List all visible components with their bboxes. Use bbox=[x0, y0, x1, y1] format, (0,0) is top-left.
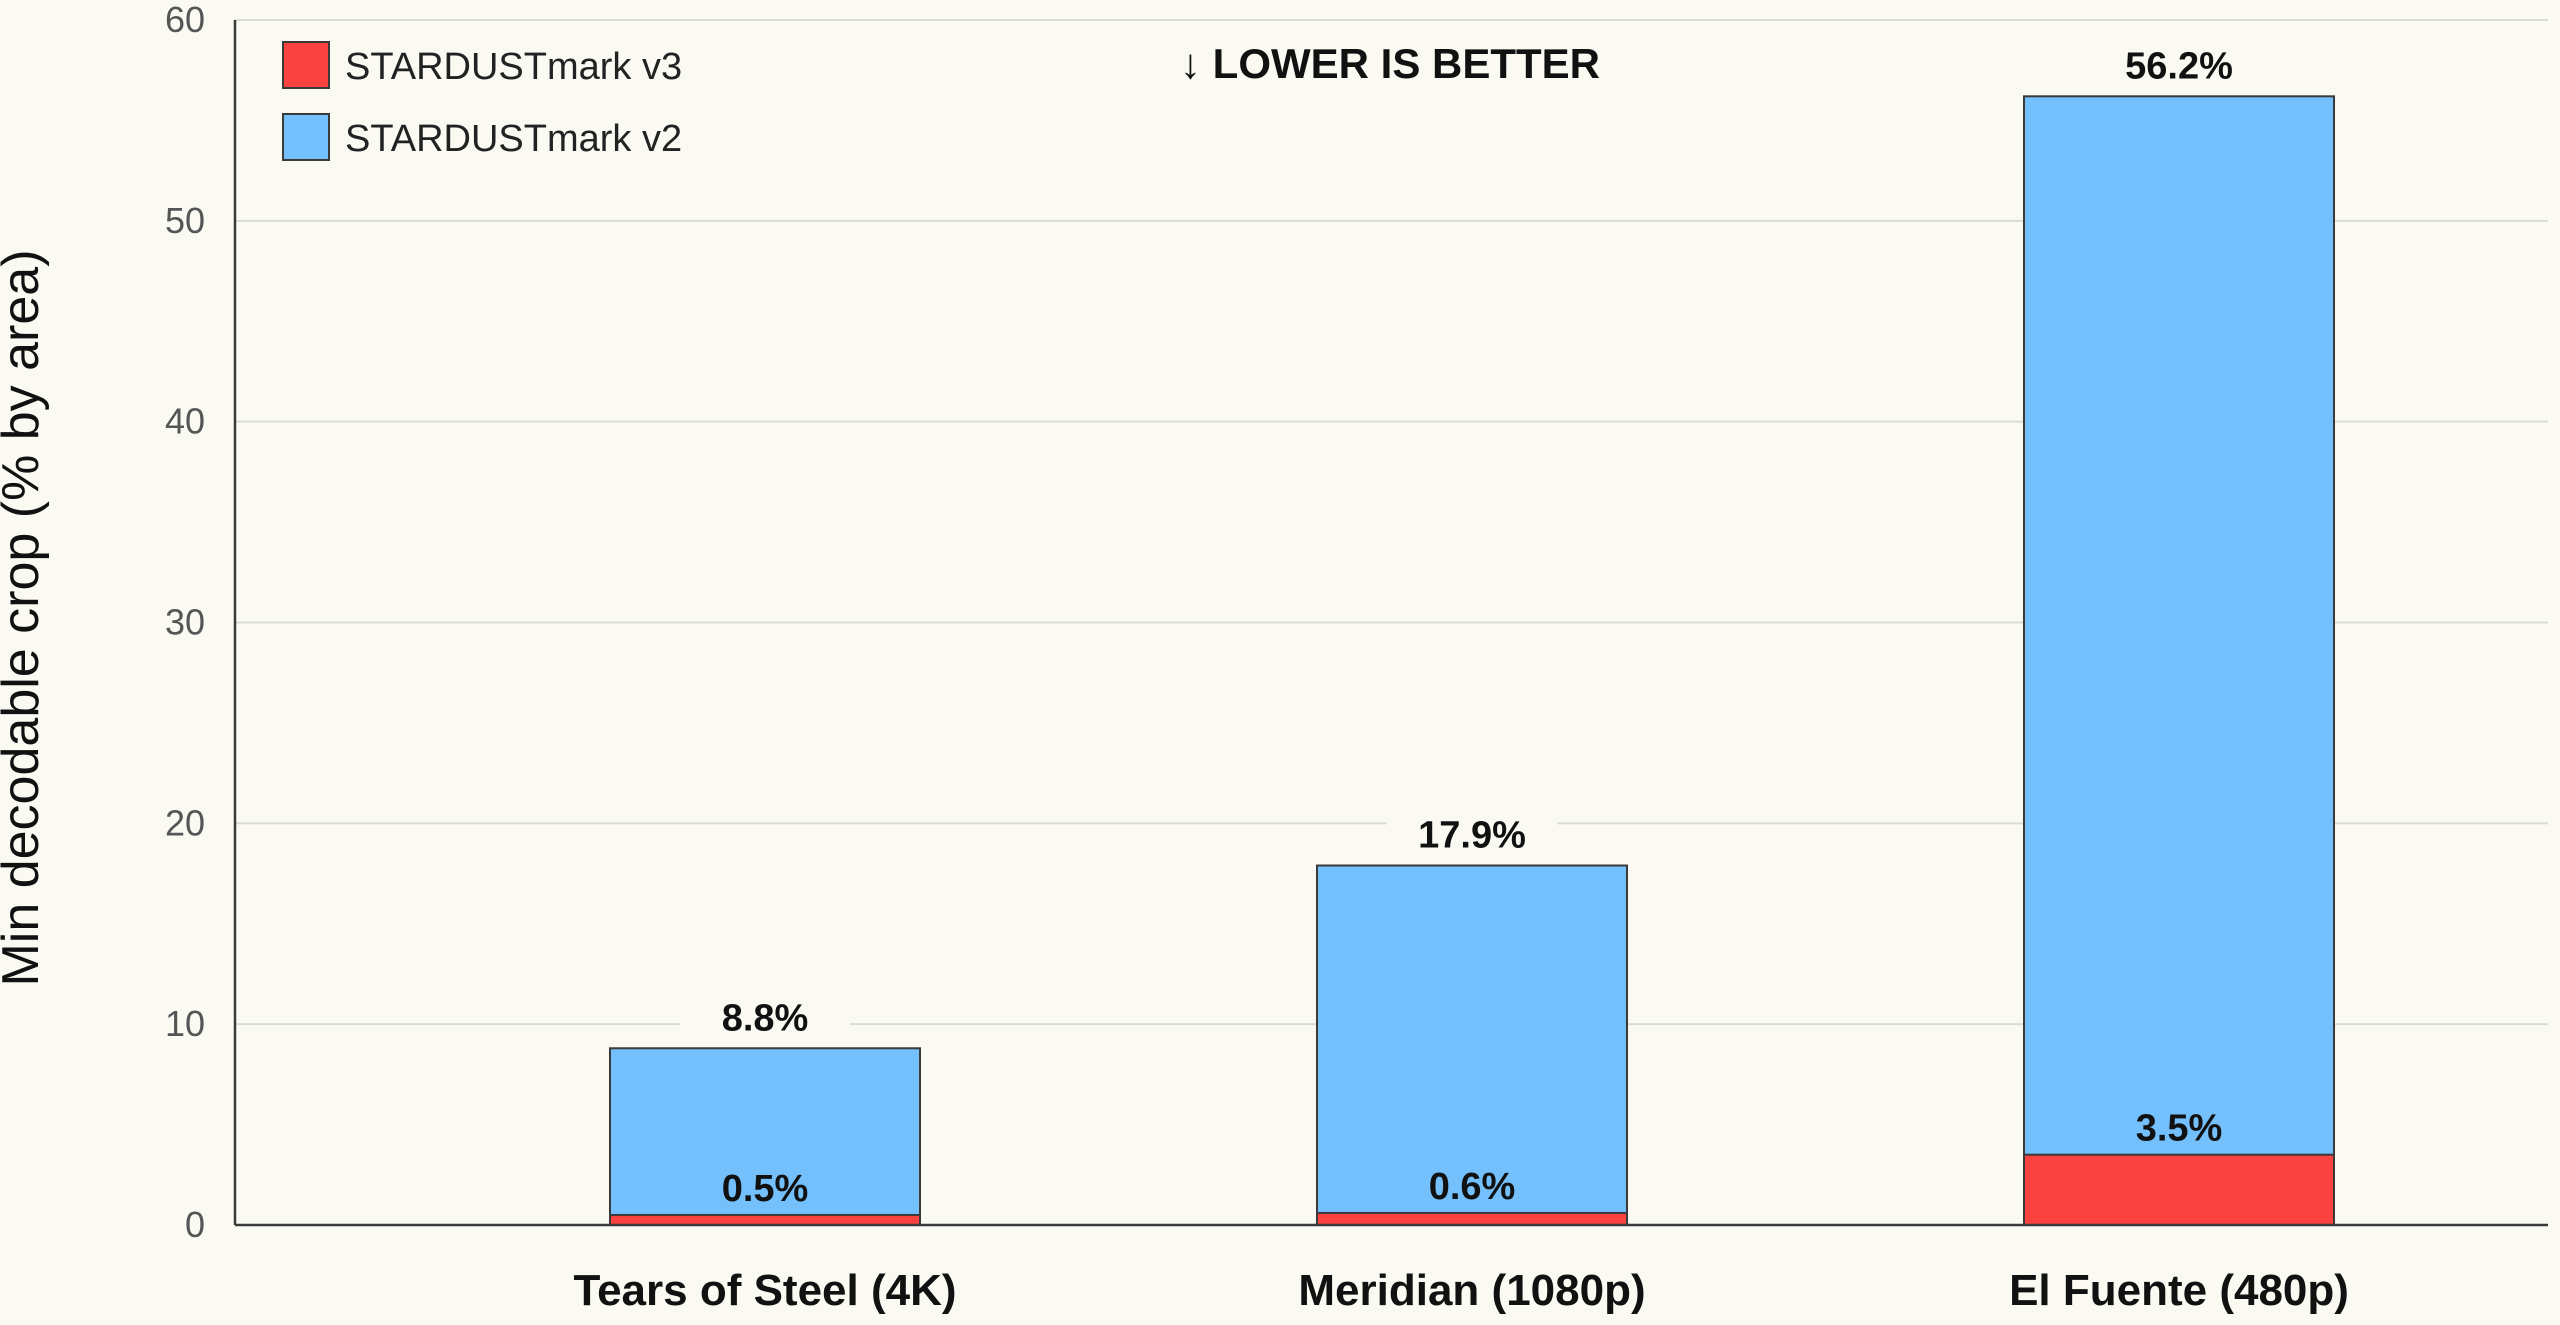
legend-label: STARDUSTmark v2 bbox=[345, 118, 682, 160]
data-label-bg bbox=[1387, 807, 1557, 862]
legend-swatch bbox=[282, 41, 330, 89]
data-label-v3: 0.6% bbox=[1429, 1166, 1516, 1208]
y-tick-label: 40 bbox=[165, 401, 205, 442]
data-label-bg bbox=[680, 990, 850, 1045]
x-tick-label: El Fuente (480p) bbox=[2009, 1266, 2349, 1315]
lower-is-better-annotation: ↓ LOWER IS BETTER bbox=[1180, 40, 1600, 87]
y-tick-label: 20 bbox=[165, 802, 205, 843]
legend-label: STARDUSTmark v3 bbox=[345, 46, 682, 88]
data-labels: 8.8% 0.5% 17.9% 0.6% 56.2% 3.5% bbox=[680, 38, 2264, 1210]
bar-v3-0 bbox=[609, 1213, 921, 1227]
y-tick-label: 60 bbox=[165, 0, 205, 40]
legend: STARDUSTmark v3 STARDUSTmark v2 bbox=[282, 41, 682, 161]
y-tick-label: 50 bbox=[165, 200, 205, 241]
y-tick-label: 0 bbox=[185, 1204, 205, 1245]
bar-v3-2 bbox=[2023, 1153, 2335, 1227]
bar-v3-1 bbox=[1316, 1211, 1628, 1226]
data-label-v3: 0.5% bbox=[722, 1168, 809, 1210]
x-tick-label: Tears of Steel (4K) bbox=[573, 1266, 956, 1315]
axes: 0 10 20 30 40 50 60 Tears of Steel (4K) Meridian… bbox=[165, 0, 2548, 1315]
data-label-v2: 8.8% bbox=[722, 997, 809, 1039]
y-axis-label: Min decodable crop (% by area) bbox=[0, 249, 50, 986]
data-label-bg bbox=[2094, 38, 2264, 93]
bars bbox=[609, 95, 2335, 1227]
bar-v2-1 bbox=[1316, 864, 1628, 1227]
data-label-v2: 17.9% bbox=[1418, 815, 1526, 857]
data-label-v3: 3.5% bbox=[2136, 1108, 2223, 1150]
x-tick-label: Meridian (1080p) bbox=[1298, 1266, 1645, 1315]
data-label-v2: 56.2% bbox=[2125, 45, 2233, 87]
bar-v2-2 bbox=[2023, 95, 2335, 1227]
legend-swatch bbox=[282, 113, 330, 161]
y-tick-label: 30 bbox=[165, 602, 205, 643]
y-tick-label: 10 bbox=[165, 1003, 205, 1044]
